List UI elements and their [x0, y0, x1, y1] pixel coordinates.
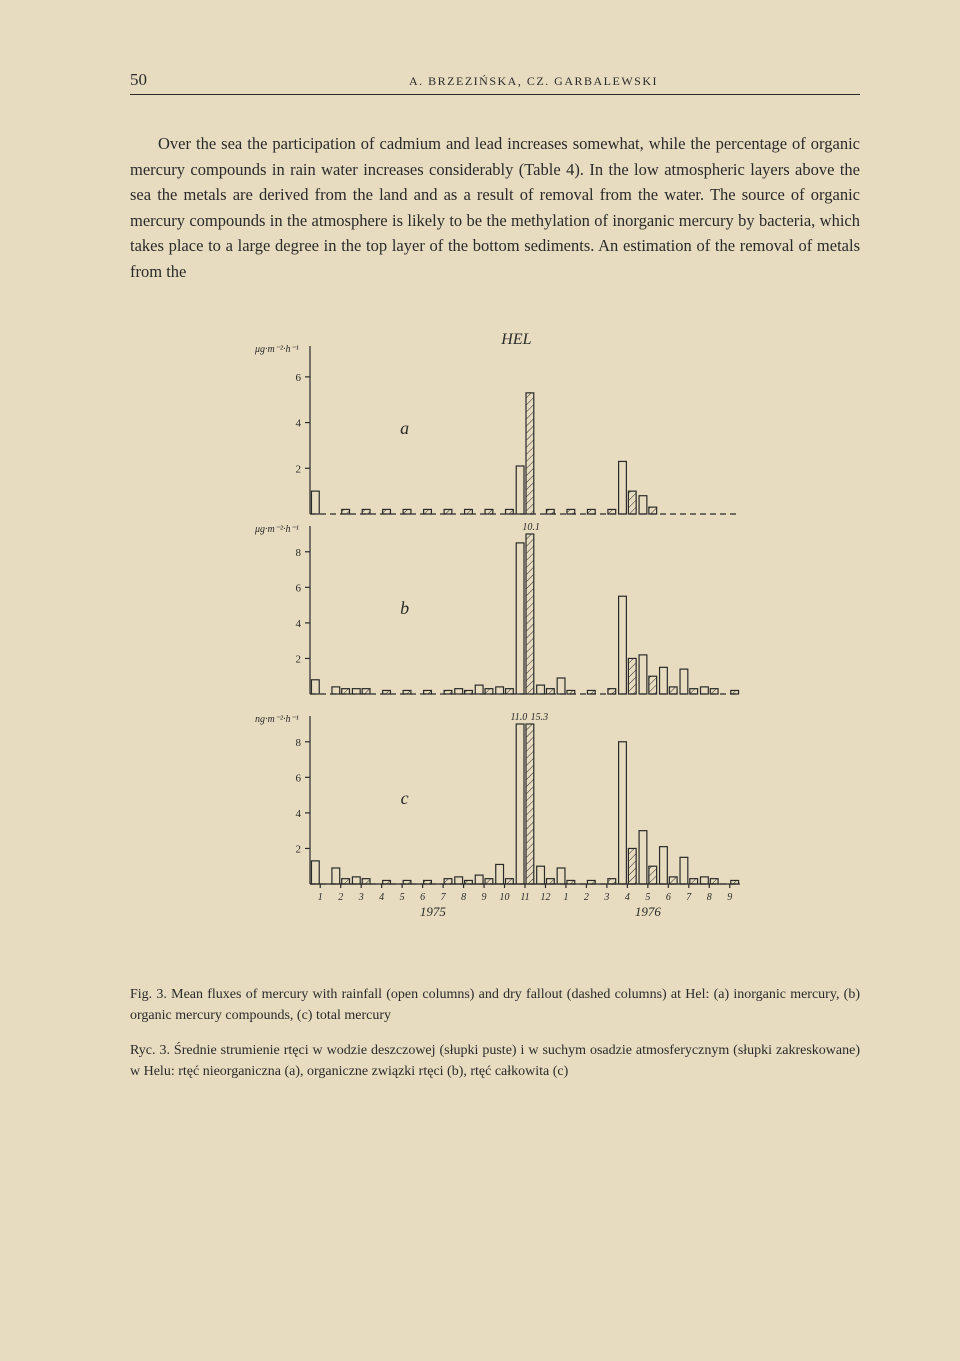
svg-text:4: 4 [296, 618, 302, 630]
svg-text:5: 5 [645, 892, 650, 903]
svg-text:4: 4 [296, 418, 302, 430]
svg-text:5: 5 [400, 892, 405, 903]
svg-text:4: 4 [296, 808, 302, 820]
svg-text:9: 9 [482, 892, 487, 903]
svg-text:a: a [400, 418, 409, 438]
svg-text:2: 2 [296, 654, 302, 666]
svg-text:8: 8 [296, 547, 302, 559]
authors: A. BRZEZIŃSKA, CZ. GARBALEWSKI [147, 74, 860, 89]
svg-text:10.1: 10.1 [522, 522, 540, 533]
body-paragraph: Over the sea the participation of cadmiu… [130, 131, 860, 284]
svg-text:6: 6 [296, 583, 302, 595]
caption-polish: Ryc. 3. Średnie strumienie rtęci w wodzi… [130, 1040, 860, 1082]
svg-text:4: 4 [625, 892, 630, 903]
svg-text:μg·m⁻²·h⁻¹: μg·m⁻²·h⁻¹ [254, 524, 299, 535]
svg-text:6: 6 [420, 892, 425, 903]
svg-text:1: 1 [563, 892, 568, 903]
svg-text:6: 6 [296, 372, 302, 384]
svg-text:HEL: HEL [500, 331, 531, 348]
page-header: 50 A. BRZEZIŃSKA, CZ. GARBALEWSKI [130, 70, 860, 95]
svg-text:9: 9 [727, 892, 732, 903]
svg-text:4: 4 [379, 892, 384, 903]
svg-text:11.0: 11.0 [510, 712, 527, 723]
svg-text:2: 2 [584, 892, 589, 903]
svg-text:8: 8 [461, 892, 466, 903]
svg-text:2: 2 [296, 844, 302, 856]
svg-text:1975: 1975 [420, 904, 447, 919]
svg-text:8: 8 [707, 892, 712, 903]
svg-text:3: 3 [603, 892, 609, 903]
svg-text:2: 2 [338, 892, 343, 903]
svg-text:2: 2 [296, 464, 302, 476]
svg-text:6: 6 [666, 892, 671, 903]
svg-text:8: 8 [296, 737, 302, 749]
svg-text:6: 6 [296, 773, 302, 785]
svg-text:c: c [401, 788, 409, 808]
paragraph-text: Over the sea the participation of cadmiu… [130, 134, 860, 281]
svg-text:1: 1 [318, 892, 323, 903]
svg-text:10: 10 [500, 892, 510, 903]
svg-text:b: b [400, 598, 409, 618]
svg-text:ng·m⁻²·h⁻¹: ng·m⁻²·h⁻¹ [255, 714, 299, 725]
svg-text:7: 7 [441, 892, 447, 903]
mercury-flux-chart: HEL 2 4 6 μg·m⁻²·h⁻¹ a 2 4 6 8 μg·m⁻²·h⁻¹ b 10.1 2 4 6 8… [235, 314, 755, 954]
svg-text:1976: 1976 [635, 904, 662, 919]
figure-3: HEL 2 4 6 μg·m⁻²·h⁻¹ a 2 4 6 8 μg·m⁻²·h⁻¹ b 10.1 2 4 6 8… [130, 314, 860, 954]
svg-text:12: 12 [540, 892, 550, 903]
svg-text:μg·m⁻²·h⁻¹: μg·m⁻²·h⁻¹ [254, 344, 299, 355]
page-number: 50 [130, 70, 147, 90]
svg-text:15.3: 15.3 [531, 712, 549, 723]
svg-text:7: 7 [686, 892, 692, 903]
svg-text:11: 11 [520, 892, 529, 903]
svg-text:3: 3 [358, 892, 364, 903]
caption-english: Fig. 3. Mean fluxes of mercury with rain… [130, 984, 860, 1026]
